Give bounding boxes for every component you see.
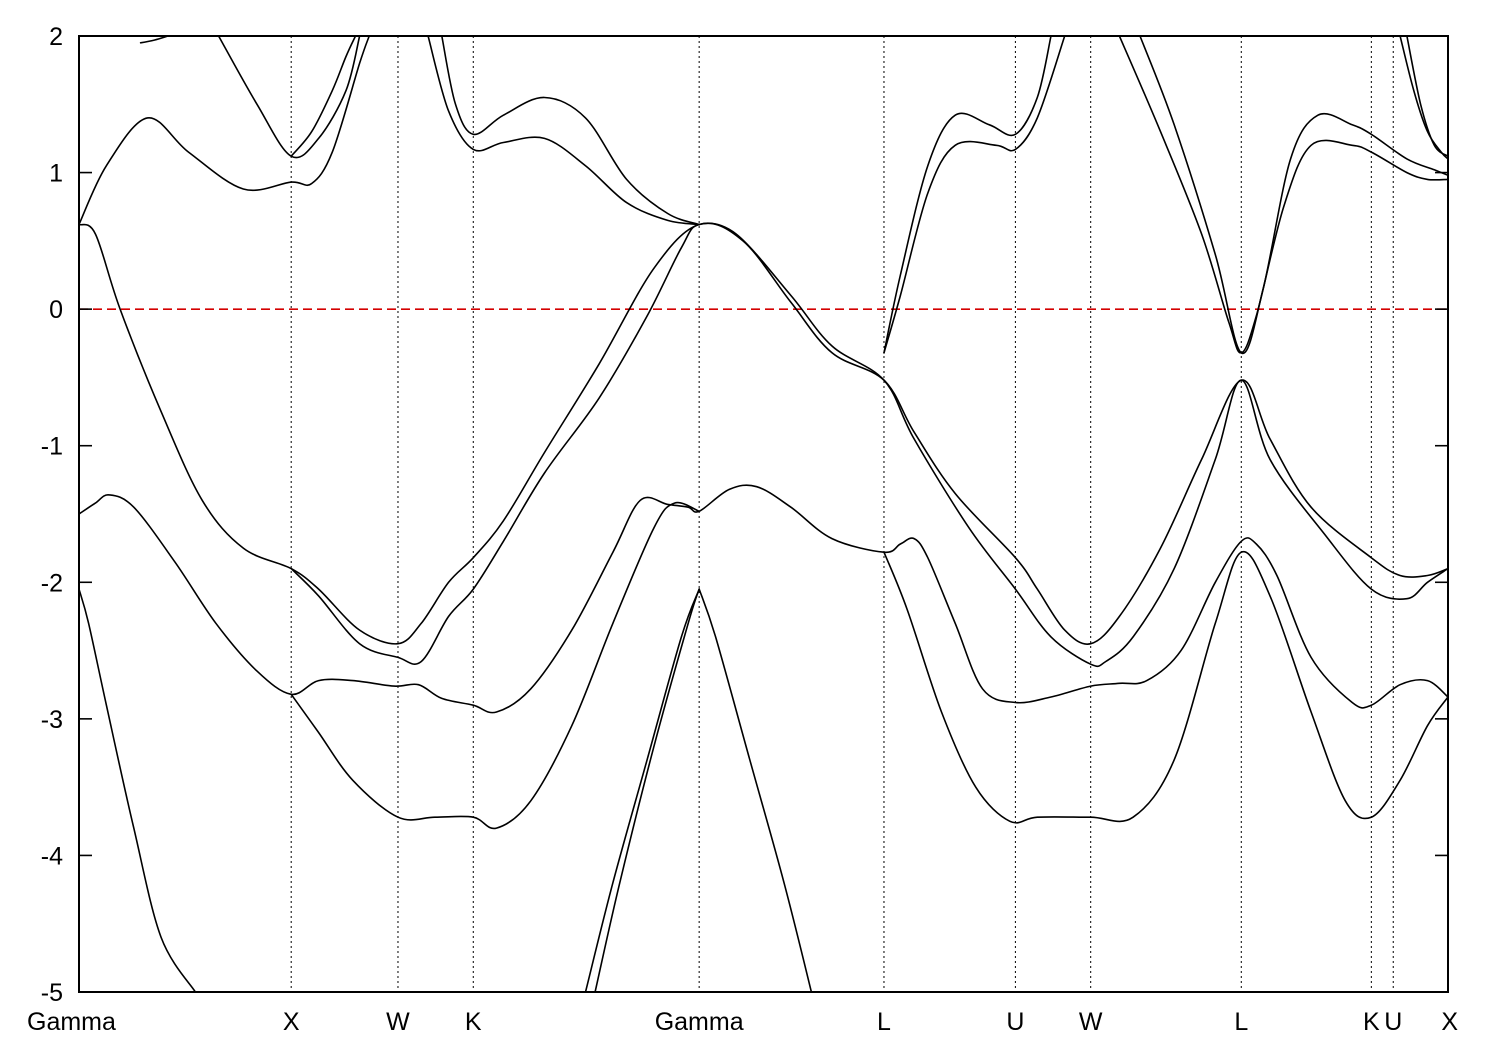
x-tick-label-u: U: [1384, 1008, 1402, 1036]
x-tick-label-x: X: [1441, 1008, 1458, 1036]
axis-ticks: [79, 35, 1448, 993]
band-line-21: [1406, 36, 1448, 157]
band-line-7: [584, 588, 700, 992]
y-tick-label: -4: [41, 842, 63, 870]
y-tick-label: 1: [49, 160, 63, 188]
band-line-1: [79, 588, 197, 992]
band-line-20: [1399, 36, 1448, 160]
x-tick-label-w: W: [1079, 1008, 1103, 1036]
x-tick-label-k: K: [465, 1008, 482, 1036]
y-tick-label: -5: [41, 979, 63, 1007]
band-line-18: [1118, 36, 1448, 354]
x-tick-label-x: X: [283, 1008, 300, 1036]
y-tick-label: -2: [41, 569, 63, 597]
band-line-6: [290, 222, 1448, 668]
band-line-10: [79, 36, 370, 226]
band-line-5: [79, 222, 1448, 645]
band-line-15: [441, 36, 700, 226]
x-tick-label-gamma: Gamma: [27, 1008, 116, 1036]
x-tick-label-k: K: [1363, 1008, 1380, 1036]
band-line-9: [698, 588, 813, 992]
band-line-19: [1139, 36, 1448, 355]
band-line-4: [883, 550, 1448, 824]
x-tick-label-u: U: [1006, 1008, 1024, 1036]
band-line-11: [217, 36, 361, 159]
band-line-2: [79, 484, 1448, 714]
band-line-3: [290, 501, 700, 830]
y-tick-label: -1: [41, 433, 63, 461]
y-tick-label: 2: [49, 23, 63, 51]
band-line-14: [427, 36, 700, 226]
band-line-16: [883, 36, 1066, 354]
band-line-17: [883, 36, 1052, 354]
y-tick-labels: -5 -4 -3 -2 -1 0 1 2: [41, 23, 63, 1007]
x-tick-label-l: L: [877, 1008, 891, 1036]
x-tick-labels: Gamma X W K Gamma L U W L K U X: [27, 1008, 1458, 1036]
band-line-12: [139, 36, 169, 44]
high-symmetry-lines: [290, 36, 1394, 992]
x-tick-label-gamma: Gamma: [655, 1008, 744, 1036]
x-tick-label-w: W: [386, 1008, 410, 1036]
plot-frame: [78, 35, 1449, 993]
band-lines: [79, 36, 1448, 992]
band-line-8: [594, 588, 700, 992]
y-tick-label: -3: [41, 706, 63, 734]
band-line-13: [290, 36, 357, 157]
x-tick-label-l: L: [1234, 1008, 1248, 1036]
y-tick-label: 0: [49, 296, 63, 324]
